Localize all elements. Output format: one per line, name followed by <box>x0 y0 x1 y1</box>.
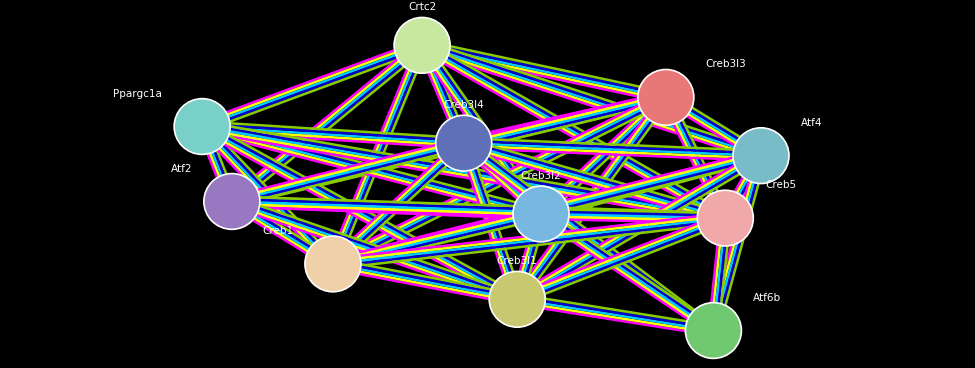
Ellipse shape <box>204 174 260 229</box>
Ellipse shape <box>489 272 545 327</box>
Ellipse shape <box>638 70 694 125</box>
Text: Creb1: Creb1 <box>262 226 293 236</box>
Text: Creb3l4: Creb3l4 <box>444 100 485 110</box>
Text: Creb3l1: Creb3l1 <box>497 256 537 266</box>
Text: Atf2: Atf2 <box>171 164 192 174</box>
Ellipse shape <box>436 115 491 171</box>
Ellipse shape <box>733 128 789 184</box>
Ellipse shape <box>685 302 741 358</box>
Text: Atf6b: Atf6b <box>754 293 781 302</box>
Text: Creb3l3: Creb3l3 <box>706 60 747 70</box>
Ellipse shape <box>513 186 569 242</box>
Ellipse shape <box>305 236 361 292</box>
Text: Ppargc1a: Ppargc1a <box>113 89 162 99</box>
Ellipse shape <box>175 99 230 155</box>
Ellipse shape <box>394 17 450 73</box>
Ellipse shape <box>697 190 754 246</box>
Text: Crtc2: Crtc2 <box>408 3 436 13</box>
Text: Atf4: Atf4 <box>800 118 822 128</box>
Text: Creb5: Creb5 <box>765 180 797 190</box>
Text: Creb3l2: Creb3l2 <box>521 171 562 181</box>
